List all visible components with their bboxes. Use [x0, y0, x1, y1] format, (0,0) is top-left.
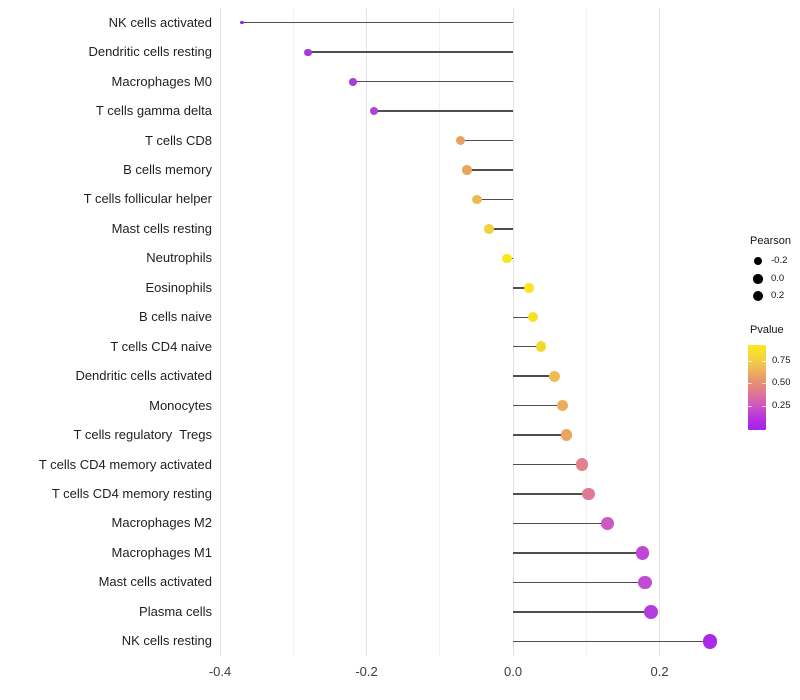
lollipop-dot	[472, 194, 482, 205]
lollipop-stem	[513, 640, 711, 642]
lollipop-dot	[502, 253, 512, 264]
lollipop-stem	[513, 434, 567, 436]
lollipop-dot	[638, 575, 652, 590]
y-axis-label: T cells CD4 memory activated	[38, 456, 212, 472]
lollipop-stem	[488, 228, 514, 230]
y-axis-label: Plasma cells	[139, 603, 212, 619]
y-axis-label: Dendritic cells resting	[88, 44, 212, 60]
lollipop-stem	[513, 346, 541, 348]
y-axis-label: T cells CD4 memory resting	[51, 486, 212, 501]
lollipop-dot	[527, 312, 538, 323]
legend-size-label: -0.2	[771, 255, 788, 266]
y-axis-label: Macrophages M0	[111, 73, 212, 89]
y-axis-label: T cells gamma delta	[95, 103, 212, 119]
x-tick-label: -0.2	[355, 664, 378, 679]
lollipop-dot	[560, 429, 573, 441]
lollipop-dot	[304, 48, 312, 56]
lollipop-dot	[455, 135, 466, 146]
lollipop-stem	[513, 404, 563, 407]
lollipop-stem	[373, 110, 514, 112]
lollipop-dot	[535, 341, 547, 353]
legend-size-dot	[753, 274, 763, 284]
lollipop-dot	[524, 282, 535, 293]
lollipop-stem	[513, 522, 608, 525]
lollipop-stem	[513, 375, 555, 377]
y-axis-label: T cells follicular helper	[83, 191, 212, 207]
colorbar-tick	[762, 406, 766, 408]
y-axis-label: Mast cells activated	[98, 574, 212, 590]
colorbar-tick	[748, 382, 752, 384]
lollipop-dot	[549, 370, 561, 382]
y-axis-label: B cells naive	[139, 309, 212, 325]
lollipop-dot	[240, 21, 244, 25]
y-axis-label: B cells memory	[123, 162, 212, 177]
lollipop-stem	[307, 51, 514, 53]
y-axis-label: Dendritic cells activated	[75, 368, 212, 384]
lollipop-dot	[643, 604, 658, 619]
x-major-gridline	[366, 8, 368, 656]
y-axis-label: T cells CD8	[145, 132, 212, 148]
y-axis-label: NK cells resting	[121, 633, 212, 649]
y-axis-label: Eosinophils	[145, 279, 213, 295]
lollipop-dot	[369, 106, 379, 116]
colorbar-tick	[762, 382, 766, 384]
y-axis-label: Monocytes	[149, 397, 212, 413]
lollipop-stem	[513, 316, 533, 318]
colorbar-tick	[762, 360, 766, 362]
legend-size-dot	[754, 257, 762, 265]
pvalue-legend-title: Pvalue	[750, 324, 784, 336]
lollipop-stem	[513, 611, 651, 613]
pearson-legend-title: Pearson	[750, 235, 791, 247]
colorbar-tick-label: 0.75	[772, 354, 791, 366]
y-axis-label: T cells regulatory Tregs	[73, 427, 212, 443]
lollipop-dot	[484, 224, 494, 234]
legend-size-label: 0.2	[771, 290, 785, 301]
x-tick-label: 0.2	[650, 664, 669, 679]
lollipop-stem	[513, 581, 645, 584]
x-major-gridline	[659, 8, 661, 656]
legend-size-dot	[752, 290, 764, 302]
pvalue-colorbar	[748, 345, 766, 430]
y-axis-label: T cells CD4 naive	[110, 338, 212, 354]
colorbar-tick-label: 0.25	[772, 400, 791, 412]
x-major-gridline	[512, 8, 514, 656]
lollipop-stem	[353, 80, 514, 83]
colorbar-tick	[748, 360, 752, 362]
legend-size-label: 0.0	[771, 273, 785, 284]
y-axis-label: Macrophages M2	[111, 515, 212, 531]
lollipop-dot	[702, 634, 718, 649]
lollipop-stem	[513, 493, 589, 495]
y-axis-label: Macrophages M1	[111, 544, 212, 560]
lollipop-stem	[466, 169, 514, 171]
lollipop-stem	[513, 463, 582, 466]
lollipop-dot	[462, 165, 472, 175]
x-tick-label: 0.0	[504, 664, 523, 679]
x-minor-gridline	[585, 8, 587, 656]
x-major-gridline	[219, 8, 221, 656]
lollipop-dot	[575, 458, 588, 471]
y-axis-label: Neutrophils	[146, 250, 212, 266]
lollipop-dot	[636, 546, 650, 560]
y-axis-label: Mast cells resting	[111, 220, 212, 236]
lollipop-stem	[460, 139, 514, 142]
x-tick-label: -0.4	[208, 664, 232, 679]
colorbar-tick-label: 0.50	[772, 376, 791, 388]
lollipop-stem	[477, 198, 514, 201]
colorbar-tick	[748, 406, 752, 408]
x-minor-gridline	[292, 8, 294, 656]
lollipop-stem	[513, 552, 643, 554]
lollipop-dot	[582, 487, 595, 501]
lollipop-stem	[242, 22, 514, 24]
lollipop-dot	[349, 77, 358, 86]
lollipop-stem	[513, 287, 530, 289]
x-minor-gridline	[439, 8, 441, 656]
lollipop-dot	[556, 400, 568, 412]
lollipop-dot	[601, 517, 614, 530]
y-axis-label: NK cells activated	[108, 14, 212, 30]
